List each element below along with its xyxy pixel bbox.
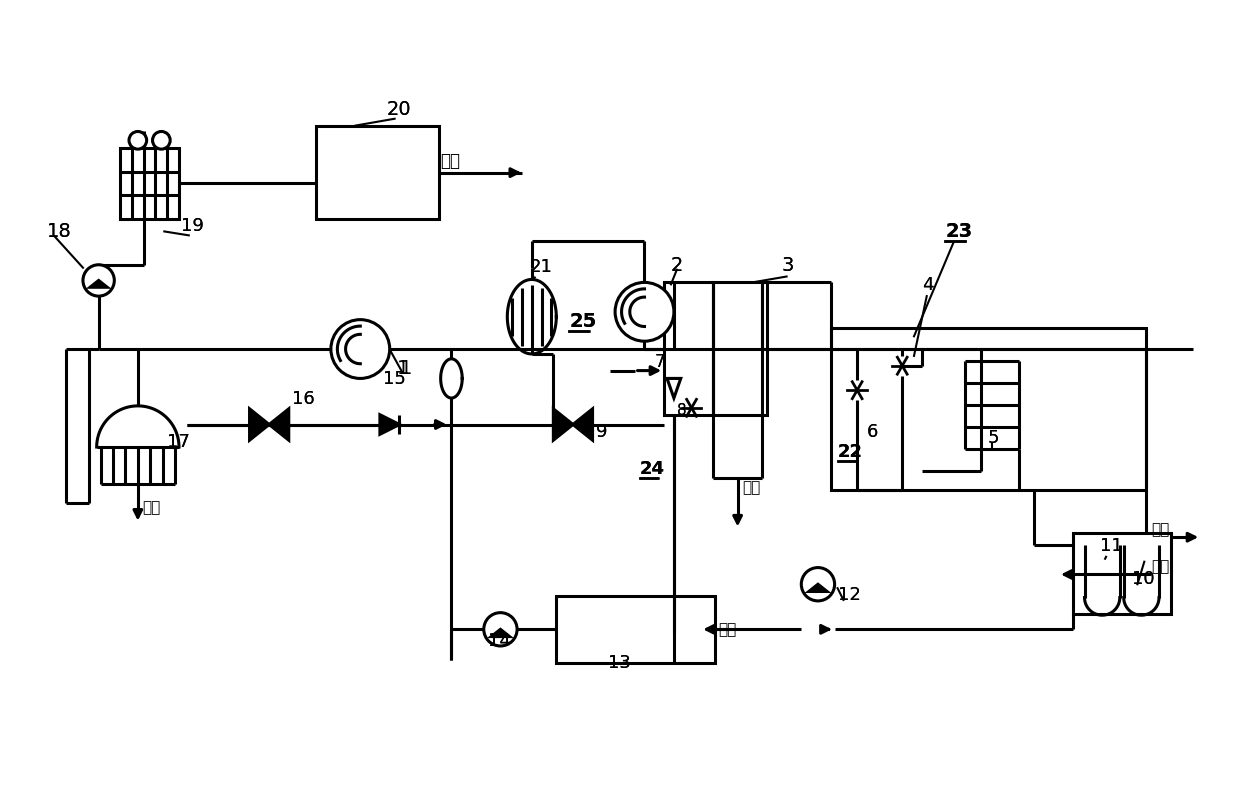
Bar xyxy=(120,148,179,218)
Text: 23: 23 xyxy=(945,222,972,242)
Bar xyxy=(1073,534,1171,614)
Text: 排冰: 排冰 xyxy=(743,480,761,495)
Text: 25: 25 xyxy=(569,312,596,331)
Text: 16: 16 xyxy=(291,390,315,408)
Text: 排出: 排出 xyxy=(440,152,460,170)
Text: 20: 20 xyxy=(387,100,412,118)
Polygon shape xyxy=(269,409,289,440)
Circle shape xyxy=(83,265,114,296)
Text: 16: 16 xyxy=(291,390,315,408)
Polygon shape xyxy=(91,281,107,287)
Text: 3: 3 xyxy=(781,255,794,274)
Text: 17: 17 xyxy=(167,433,190,451)
Text: 12: 12 xyxy=(837,586,861,604)
Text: 19: 19 xyxy=(181,218,203,235)
Text: 11: 11 xyxy=(1100,537,1123,555)
Text: 3: 3 xyxy=(781,255,794,274)
Bar xyxy=(665,282,713,414)
Text: 13: 13 xyxy=(609,654,631,673)
Text: 17: 17 xyxy=(167,433,190,451)
Text: 15: 15 xyxy=(383,370,405,388)
Text: 排出: 排出 xyxy=(143,500,161,515)
Text: 10: 10 xyxy=(1132,570,1154,588)
Bar xyxy=(316,126,439,218)
Text: 6: 6 xyxy=(867,423,878,441)
Text: 5: 5 xyxy=(987,429,999,447)
Polygon shape xyxy=(553,409,573,440)
Text: 18: 18 xyxy=(47,222,72,242)
Text: 11: 11 xyxy=(1100,537,1123,555)
Text: 21: 21 xyxy=(529,258,553,275)
Text: 8: 8 xyxy=(677,402,687,418)
Text: 1: 1 xyxy=(397,359,409,378)
Polygon shape xyxy=(573,409,593,440)
Text: 7: 7 xyxy=(655,353,665,370)
Text: 7: 7 xyxy=(655,353,665,370)
Bar xyxy=(557,596,715,662)
Text: 9: 9 xyxy=(595,423,608,441)
Text: 23: 23 xyxy=(945,222,972,242)
Text: 13: 13 xyxy=(609,654,631,673)
Polygon shape xyxy=(249,409,269,440)
Polygon shape xyxy=(440,359,463,398)
Circle shape xyxy=(484,613,517,646)
Text: 4: 4 xyxy=(921,276,934,294)
Bar xyxy=(713,282,768,414)
Text: 14: 14 xyxy=(487,632,511,650)
Circle shape xyxy=(153,131,170,149)
Text: 12: 12 xyxy=(837,586,861,604)
Text: 14: 14 xyxy=(487,632,511,650)
Text: 9: 9 xyxy=(595,423,608,441)
Text: 5: 5 xyxy=(987,429,999,447)
Bar xyxy=(831,329,1146,490)
Text: 8: 8 xyxy=(677,402,687,418)
Text: 1: 1 xyxy=(399,359,412,378)
Text: 22: 22 xyxy=(837,442,863,461)
Circle shape xyxy=(615,282,673,341)
Text: 10: 10 xyxy=(1132,570,1154,588)
Text: 6: 6 xyxy=(867,423,878,441)
Text: 21: 21 xyxy=(529,258,553,275)
Polygon shape xyxy=(667,378,681,398)
Text: 补入: 补入 xyxy=(718,622,737,637)
Polygon shape xyxy=(808,584,827,591)
Text: 18: 18 xyxy=(47,222,72,242)
Circle shape xyxy=(331,320,389,378)
Text: 22: 22 xyxy=(837,442,863,461)
Text: 15: 15 xyxy=(383,370,405,388)
Text: 24: 24 xyxy=(640,460,665,478)
Text: 2: 2 xyxy=(671,255,683,274)
Text: 25: 25 xyxy=(569,312,596,331)
Circle shape xyxy=(129,131,146,149)
Text: 20: 20 xyxy=(387,100,412,118)
Text: 24: 24 xyxy=(640,460,665,478)
Polygon shape xyxy=(379,414,399,434)
Text: 19: 19 xyxy=(181,218,203,235)
Text: 补入: 补入 xyxy=(1151,559,1169,574)
Polygon shape xyxy=(491,630,510,637)
Circle shape xyxy=(801,567,835,601)
Text: 4: 4 xyxy=(921,276,934,294)
Text: 排出: 排出 xyxy=(1151,522,1169,538)
Text: 2: 2 xyxy=(671,255,683,274)
